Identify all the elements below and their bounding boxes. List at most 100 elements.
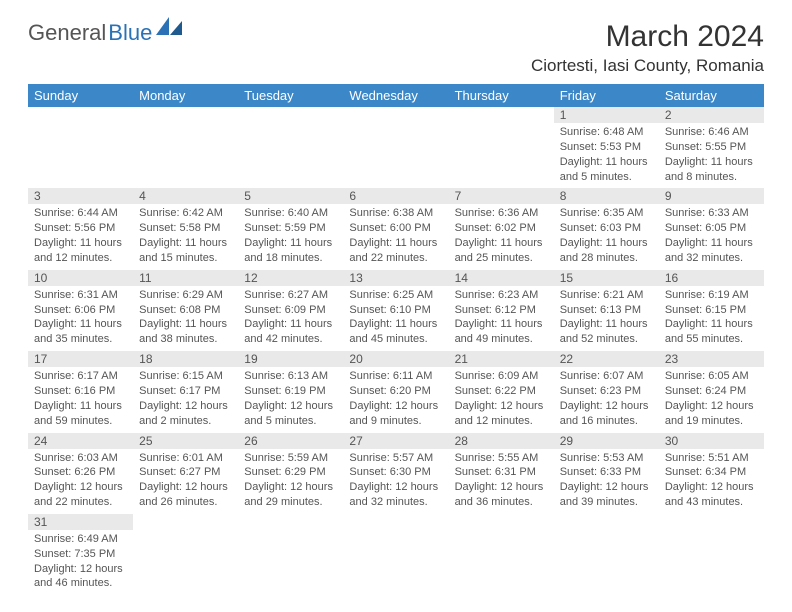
- sunrise-text: Sunrise: 5:53 AM: [560, 451, 653, 466]
- sunrise-text: Sunrise: 6:33 AM: [665, 206, 758, 221]
- calendar-day-cell: 21Sunrise: 6:09 AMSunset: 6:22 PMDayligh…: [449, 351, 554, 432]
- day-number: 13: [343, 270, 448, 286]
- day-content: Sunrise: 6:46 AMSunset: 5:55 PMDaylight:…: [659, 123, 764, 188]
- sunset-text: Sunset: 6:02 PM: [455, 221, 548, 236]
- day-number: 10: [28, 270, 133, 286]
- day-number: [28, 107, 133, 123]
- day-number: 14: [449, 270, 554, 286]
- day-content: Sunrise: 5:53 AMSunset: 6:33 PMDaylight:…: [554, 449, 659, 514]
- page-title: March 2024: [531, 20, 764, 54]
- daylight-text: Daylight: 11 hours and 55 minutes.: [665, 317, 758, 347]
- calendar-day-cell: [343, 107, 448, 188]
- day-content: Sunrise: 5:55 AMSunset: 6:31 PMDaylight:…: [449, 449, 554, 514]
- sunrise-text: Sunrise: 6:05 AM: [665, 369, 758, 384]
- sunset-text: Sunset: 5:56 PM: [34, 221, 127, 236]
- sunrise-text: Sunrise: 6:46 AM: [665, 125, 758, 140]
- day-content: Sunrise: 6:29 AMSunset: 6:08 PMDaylight:…: [133, 286, 238, 351]
- day-number: 20: [343, 351, 448, 367]
- calendar-day-cell: 28Sunrise: 5:55 AMSunset: 6:31 PMDayligh…: [449, 433, 554, 514]
- header: GeneralBlue March 2024 Ciortesti, Iasi C…: [28, 20, 764, 76]
- daylight-text: Daylight: 12 hours and 26 minutes.: [139, 480, 232, 510]
- sunrise-text: Sunrise: 6:29 AM: [139, 288, 232, 303]
- day-number: 3: [28, 188, 133, 204]
- day-number: 30: [659, 433, 764, 449]
- day-content: Sunrise: 6:05 AMSunset: 6:24 PMDaylight:…: [659, 367, 764, 432]
- sunrise-text: Sunrise: 6:03 AM: [34, 451, 127, 466]
- sunset-text: Sunset: 7:35 PM: [34, 547, 127, 562]
- sunset-text: Sunset: 6:00 PM: [349, 221, 442, 236]
- sunset-text: Sunset: 6:31 PM: [455, 465, 548, 480]
- sunrise-text: Sunrise: 6:48 AM: [560, 125, 653, 140]
- daylight-text: Daylight: 12 hours and 22 minutes.: [34, 480, 127, 510]
- day-content: Sunrise: 6:17 AMSunset: 6:16 PMDaylight:…: [28, 367, 133, 432]
- day-content: Sunrise: 6:31 AMSunset: 6:06 PMDaylight:…: [28, 286, 133, 351]
- day-number: 6: [343, 188, 448, 204]
- day-content: Sunrise: 6:21 AMSunset: 6:13 PMDaylight:…: [554, 286, 659, 351]
- day-number: 31: [28, 514, 133, 530]
- day-header: Wednesday: [343, 84, 448, 107]
- daylight-text: Daylight: 11 hours and 35 minutes.: [34, 317, 127, 347]
- day-content: Sunrise: 6:01 AMSunset: 6:27 PMDaylight:…: [133, 449, 238, 514]
- sunrise-text: Sunrise: 6:27 AM: [244, 288, 337, 303]
- day-content: Sunrise: 6:33 AMSunset: 6:05 PMDaylight:…: [659, 204, 764, 269]
- day-content: Sunrise: 6:35 AMSunset: 6:03 PMDaylight:…: [554, 204, 659, 269]
- sunset-text: Sunset: 6:19 PM: [244, 384, 337, 399]
- sunrise-text: Sunrise: 6:42 AM: [139, 206, 232, 221]
- day-content: Sunrise: 6:38 AMSunset: 6:00 PMDaylight:…: [343, 204, 448, 269]
- sunset-text: Sunset: 6:22 PM: [455, 384, 548, 399]
- day-number: 18: [133, 351, 238, 367]
- day-number: 4: [133, 188, 238, 204]
- sunset-text: Sunset: 6:17 PM: [139, 384, 232, 399]
- calendar-day-cell: 22Sunrise: 6:07 AMSunset: 6:23 PMDayligh…: [554, 351, 659, 432]
- day-number: 9: [659, 188, 764, 204]
- day-number: 17: [28, 351, 133, 367]
- calendar-day-cell: 11Sunrise: 6:29 AMSunset: 6:08 PMDayligh…: [133, 270, 238, 351]
- calendar-body: 1Sunrise: 6:48 AMSunset: 5:53 PMDaylight…: [28, 107, 764, 595]
- calendar-day-cell: [133, 107, 238, 188]
- calendar-day-cell: [133, 514, 238, 595]
- day-number: 22: [554, 351, 659, 367]
- calendar-day-cell: 10Sunrise: 6:31 AMSunset: 6:06 PMDayligh…: [28, 270, 133, 351]
- calendar-week-row: 3Sunrise: 6:44 AMSunset: 5:56 PMDaylight…: [28, 188, 764, 269]
- sunrise-text: Sunrise: 6:23 AM: [455, 288, 548, 303]
- daylight-text: Daylight: 12 hours and 32 minutes.: [349, 480, 442, 510]
- sunset-text: Sunset: 6:03 PM: [560, 221, 653, 236]
- sunrise-text: Sunrise: 6:13 AM: [244, 369, 337, 384]
- sunset-text: Sunset: 6:08 PM: [139, 303, 232, 318]
- day-number: [238, 107, 343, 123]
- calendar-day-cell: [449, 514, 554, 595]
- calendar-day-cell: 16Sunrise: 6:19 AMSunset: 6:15 PMDayligh…: [659, 270, 764, 351]
- daylight-text: Daylight: 11 hours and 49 minutes.: [455, 317, 548, 347]
- calendar-day-cell: 4Sunrise: 6:42 AMSunset: 5:58 PMDaylight…: [133, 188, 238, 269]
- calendar-day-cell: 20Sunrise: 6:11 AMSunset: 6:20 PMDayligh…: [343, 351, 448, 432]
- calendar-day-cell: 26Sunrise: 5:59 AMSunset: 6:29 PMDayligh…: [238, 433, 343, 514]
- sunset-text: Sunset: 5:53 PM: [560, 140, 653, 155]
- calendar-week-row: 17Sunrise: 6:17 AMSunset: 6:16 PMDayligh…: [28, 351, 764, 432]
- day-number: 7: [449, 188, 554, 204]
- day-number: 19: [238, 351, 343, 367]
- calendar-day-cell: [554, 514, 659, 595]
- daylight-text: Daylight: 11 hours and 25 minutes.: [455, 236, 548, 266]
- daylight-text: Daylight: 11 hours and 52 minutes.: [560, 317, 653, 347]
- day-content: Sunrise: 6:42 AMSunset: 5:58 PMDaylight:…: [133, 204, 238, 269]
- daylight-text: Daylight: 12 hours and 2 minutes.: [139, 399, 232, 429]
- day-content: Sunrise: 6:19 AMSunset: 6:15 PMDaylight:…: [659, 286, 764, 351]
- calendar-day-cell: 30Sunrise: 5:51 AMSunset: 6:34 PMDayligh…: [659, 433, 764, 514]
- sunrise-text: Sunrise: 6:31 AM: [34, 288, 127, 303]
- sunset-text: Sunset: 6:23 PM: [560, 384, 653, 399]
- daylight-text: Daylight: 12 hours and 36 minutes.: [455, 480, 548, 510]
- calendar-table: SundayMondayTuesdayWednesdayThursdayFrid…: [28, 84, 764, 595]
- day-header: Friday: [554, 84, 659, 107]
- sunrise-text: Sunrise: 6:21 AM: [560, 288, 653, 303]
- daylight-text: Daylight: 11 hours and 18 minutes.: [244, 236, 337, 266]
- logo-text-blue: Blue: [108, 20, 152, 46]
- calendar-day-cell: 23Sunrise: 6:05 AMSunset: 6:24 PMDayligh…: [659, 351, 764, 432]
- calendar-day-cell: 1Sunrise: 6:48 AMSunset: 5:53 PMDaylight…: [554, 107, 659, 188]
- daylight-text: Daylight: 12 hours and 5 minutes.: [244, 399, 337, 429]
- day-number: 26: [238, 433, 343, 449]
- day-header-row: SundayMondayTuesdayWednesdayThursdayFrid…: [28, 84, 764, 107]
- day-header: Thursday: [449, 84, 554, 107]
- sunset-text: Sunset: 6:12 PM: [455, 303, 548, 318]
- calendar-day-cell: 25Sunrise: 6:01 AMSunset: 6:27 PMDayligh…: [133, 433, 238, 514]
- day-number: [343, 107, 448, 123]
